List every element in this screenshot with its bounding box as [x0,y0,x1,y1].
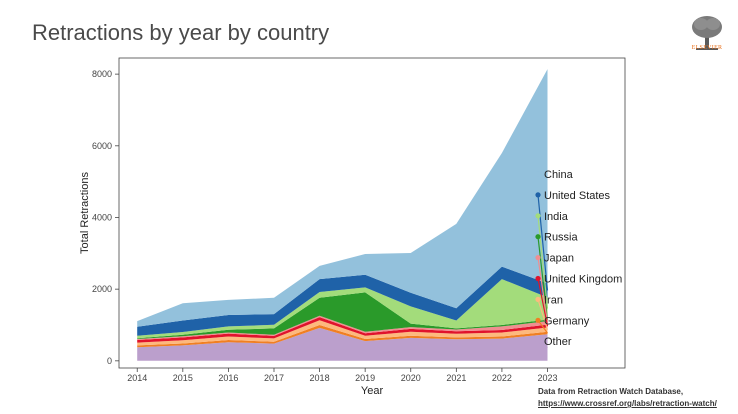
legend-label-other: Other [544,336,572,348]
legend-marker-japan [535,255,541,261]
y-tick-label: 0 [107,356,112,366]
y-tick-label: 6000 [92,141,112,151]
area-united-kingdom [137,317,548,343]
area-germany [137,325,548,348]
legend-marker-germany [535,317,541,323]
legend-label-united-states: United States [544,190,611,202]
area-iran [137,320,548,346]
legend-leader-japan [537,257,549,323]
legend-marker-united-kingdom [535,275,541,282]
area-japan [137,315,548,340]
y-axis-title: Total Retractions [79,172,91,254]
legend-leader-russia [537,236,549,321]
slide-title: Retractions by year by country [32,20,330,45]
area-india [137,279,548,339]
x-tick-label: 2021 [446,373,466,383]
x-tick-label: 2022 [492,373,512,383]
x-tick-label: 2018 [310,373,330,383]
area-other [137,327,548,361]
legend-marker-india [535,213,541,219]
x-tick-label: 2019 [355,373,375,383]
y-tick-label: 2000 [92,284,112,294]
legend-leader-united-states [537,194,549,291]
x-tick-label: 2023 [537,373,557,383]
x-tick-label: 2015 [173,373,193,383]
legend-leader-iran [537,299,549,330]
y-tick-label: 8000 [92,69,112,79]
elsevier-tree-logo-icon [692,16,722,50]
legend-leader-india [537,215,549,309]
data-source-note: Data from Retraction Watch Database, htt… [538,386,717,410]
legend-marker-russia [535,234,541,240]
area-russia [137,292,548,339]
legend-marker-other [535,338,541,344]
legend-marker-united-states [535,192,541,198]
legend-label-germany: Germany [544,315,590,327]
legend-marker-china [535,171,541,177]
legend-label-united-kingdom: United Kingdom [544,274,622,286]
legend-label-india: India [544,211,569,223]
legend-label-japan: Japan [544,253,574,265]
legend-leader-germany [537,319,548,334]
legend-label-iran: Iran [544,294,563,306]
x-tick-label: 2016 [218,373,238,383]
legend-label-china: China [544,169,574,181]
data-source-line: Data from Retraction Watch Database, [538,387,684,396]
x-tick-label: 2020 [401,373,421,383]
area-united-states [137,266,548,336]
y-tick-label: 4000 [92,212,112,222]
x-tick-label: 2014 [127,373,147,383]
legend-label-russia: Russia [544,232,579,244]
data-source-link[interactable]: https://www.crossref.org/labs/retraction… [538,399,717,408]
legend-leader-united-kingdom [537,278,549,327]
elsevier-logo-text: ELSEVIER [691,45,723,51]
x-axis-title: Year [361,385,384,397]
legend-marker-iran [535,296,541,302]
area-china [137,69,548,327]
x-tick-label: 2017 [264,373,284,383]
